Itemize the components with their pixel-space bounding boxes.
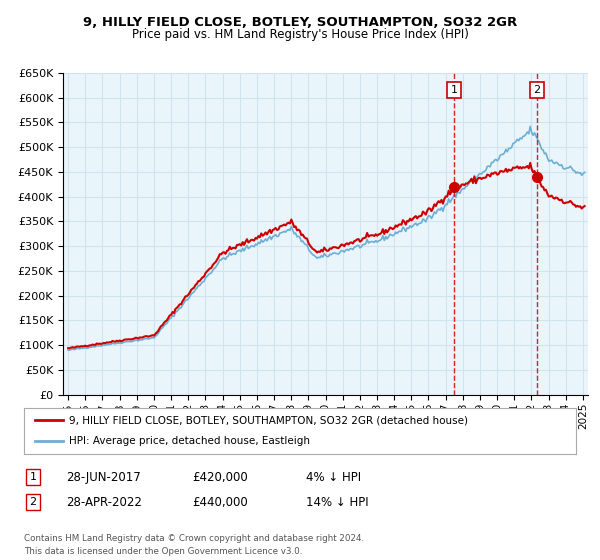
Text: 1: 1	[451, 85, 458, 95]
Text: 28-APR-2022: 28-APR-2022	[66, 496, 142, 509]
Text: Price paid vs. HM Land Registry's House Price Index (HPI): Price paid vs. HM Land Registry's House …	[131, 28, 469, 41]
Text: £420,000: £420,000	[192, 470, 248, 484]
Text: 9, HILLY FIELD CLOSE, BOTLEY, SOUTHAMPTON, SO32 2GR: 9, HILLY FIELD CLOSE, BOTLEY, SOUTHAMPTO…	[83, 16, 517, 29]
Text: 2: 2	[29, 497, 37, 507]
Text: Contains HM Land Registry data © Crown copyright and database right 2024.: Contains HM Land Registry data © Crown c…	[24, 534, 364, 543]
Text: £440,000: £440,000	[192, 496, 248, 509]
Text: 28-JUN-2017: 28-JUN-2017	[66, 470, 141, 484]
Text: 1: 1	[29, 472, 37, 482]
Text: 9, HILLY FIELD CLOSE, BOTLEY, SOUTHAMPTON, SO32 2GR (detached house): 9, HILLY FIELD CLOSE, BOTLEY, SOUTHAMPTO…	[69, 415, 468, 425]
Text: 2: 2	[533, 85, 541, 95]
Text: HPI: Average price, detached house, Eastleigh: HPI: Average price, detached house, East…	[69, 436, 310, 446]
Text: This data is licensed under the Open Government Licence v3.0.: This data is licensed under the Open Gov…	[24, 547, 302, 556]
Text: 14% ↓ HPI: 14% ↓ HPI	[306, 496, 368, 509]
Text: 4% ↓ HPI: 4% ↓ HPI	[306, 470, 361, 484]
